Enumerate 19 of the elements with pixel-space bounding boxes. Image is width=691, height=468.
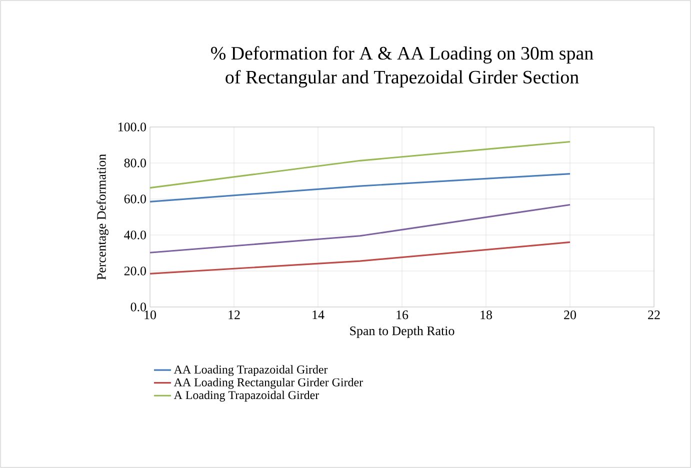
y-axis-title: Percentage Deformation (96, 154, 109, 280)
x-tick-label: 12 (228, 310, 240, 320)
y-tick-label: 80.0 (124, 158, 146, 168)
legend-label: AA Loading Rectangular Girder Girder (174, 378, 363, 389)
x-tick-label: 16 (396, 310, 408, 320)
legend-label: A Loading Trapazoidal Girder (174, 390, 319, 402)
x-tick-label: 22 (648, 310, 660, 320)
x-tick-label: 14 (312, 310, 324, 320)
x-axis-title: Span to Depth Ratio (350, 326, 454, 338)
x-tick-label: 10 (144, 310, 156, 320)
chart-title: % Deformation for A & AA Loading on 30m span of Rectangular and Trapezoidal Girder Section (211, 46, 594, 88)
x-tick-label: 18 (480, 310, 492, 320)
y-tick-label: 100.0 (118, 122, 146, 132)
y-tick-label: 60.0 (124, 194, 146, 204)
legend-label: AA Loading Trapazoidal Girder (174, 365, 328, 376)
y-tick-label: 40.0 (124, 230, 146, 240)
y-tick-label: 20.0 (124, 266, 146, 276)
y-tick-label: 0.0 (130, 302, 146, 312)
x-tick-label: 20 (564, 310, 576, 320)
